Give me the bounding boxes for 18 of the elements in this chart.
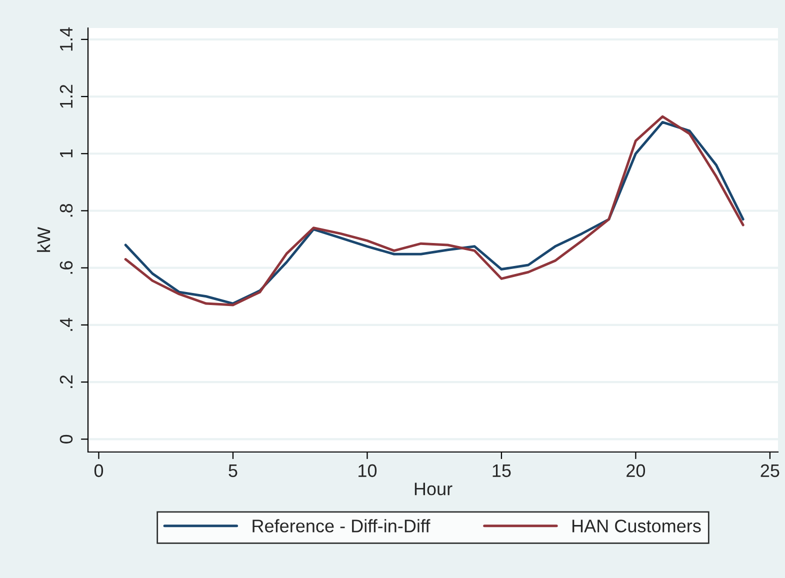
y-tick-label: .2 [60, 375, 72, 388]
y-tick-label: .8 [60, 204, 73, 217]
y-tick-label: 1 [60, 149, 72, 158]
x-tick-label: 10 [358, 464, 377, 478]
y-tick-label: .6 [60, 261, 73, 274]
x-axis-title: Hour [414, 482, 452, 496]
y-tick-label: 1.4 [60, 27, 72, 51]
y-tick-label: 1.2 [60, 84, 72, 108]
x-tick-label: 25 [760, 464, 780, 478]
x-tick-label: 15 [492, 464, 511, 478]
x-tick-label: 20 [626, 464, 646, 478]
legend-label: HAN Customers [572, 520, 701, 532]
x-tick-label: 0 [94, 464, 104, 478]
y-tick-label: 0 [60, 434, 73, 444]
x-tick-label: 5 [228, 464, 238, 478]
y-tick-label: .4 [60, 318, 72, 331]
legend-label: Reference - Diff-in-Diff [252, 519, 430, 532]
y-axis-title: kW [36, 227, 50, 252]
